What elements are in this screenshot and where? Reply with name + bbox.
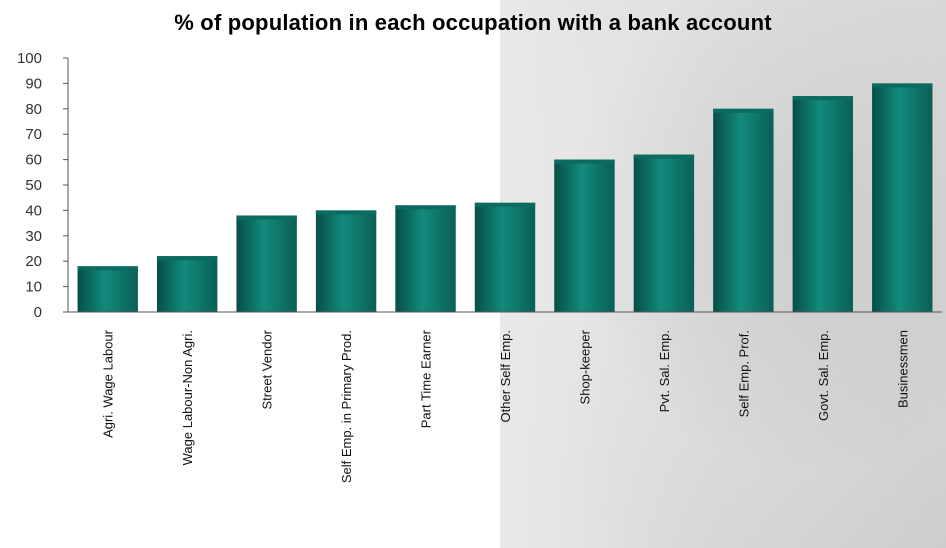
y-tick-label: 70 (25, 126, 42, 143)
bar-body (792, 96, 854, 312)
x-tick-label: Agri. Wage Labour (101, 329, 116, 438)
x-tick-label: Pvt. Sal. Emp. (657, 330, 672, 412)
bar (633, 154, 695, 312)
bar (474, 202, 536, 312)
bar-body (474, 202, 536, 312)
y-tick-label: 90 (25, 75, 42, 92)
bar-body (236, 215, 297, 312)
bar-body (554, 159, 615, 312)
y-tick-label: 30 (25, 228, 42, 245)
y-tick-label: 60 (25, 152, 42, 169)
x-tick-label: Govt. Sal. Emp. (816, 330, 831, 421)
bar (77, 266, 138, 312)
bar-top (474, 202, 536, 207)
x-tick-label: Self Emp. Prof. (736, 330, 751, 417)
bar (792, 96, 854, 312)
bar-top (713, 108, 774, 113)
bar (713, 108, 774, 312)
bar-body (77, 266, 138, 312)
bars (77, 83, 933, 313)
bar (872, 83, 933, 313)
y-tick-label: 40 (25, 202, 42, 219)
bar-body (633, 154, 695, 312)
y-tick-label: 20 (25, 253, 42, 270)
x-tick-label: Self Emp. in Primary Prod. (339, 330, 354, 483)
bar-top (77, 266, 138, 271)
bar-top (872, 83, 933, 88)
x-axis: Agri. Wage Labour Wage Labour-Non Agri. St… (68, 311, 942, 483)
x-tick-label: Part Time Earner (419, 329, 434, 428)
bar-body (395, 205, 456, 312)
x-tick-label: Wage Labour-Non Agri. (180, 330, 195, 465)
bar-body (315, 210, 377, 312)
bar-top (792, 96, 854, 101)
y-tick-label: 80 (25, 101, 42, 118)
bar-body (156, 256, 218, 312)
bar-top (236, 215, 297, 220)
bar (395, 205, 456, 312)
bar-top (156, 256, 218, 261)
y-tick-label: 100 (17, 50, 42, 67)
y-tick-label: 50 (25, 177, 42, 194)
bar-top (554, 159, 615, 164)
bar (315, 210, 377, 312)
bar-top (315, 210, 377, 215)
x-tick-label: Businessmen (895, 330, 910, 408)
bar (236, 215, 297, 312)
y-axis: 0 10 20 30 40 50 60 70 80 90 100 (17, 50, 69, 321)
bar-top (395, 205, 456, 210)
y-tick-label: 0 (34, 304, 42, 321)
chart-title: % of population in each occupation with … (174, 10, 772, 35)
bar-body (713, 108, 774, 312)
y-tick-label: 10 (25, 279, 42, 296)
x-tick-label: Street Vendor (260, 329, 275, 409)
bar-body (872, 83, 933, 313)
bar-top (633, 154, 695, 159)
x-tick-label: Shop-keeper (577, 329, 592, 404)
bar (554, 159, 615, 312)
bar (156, 256, 218, 312)
x-tick-label: Other Self Emp. (498, 330, 513, 422)
